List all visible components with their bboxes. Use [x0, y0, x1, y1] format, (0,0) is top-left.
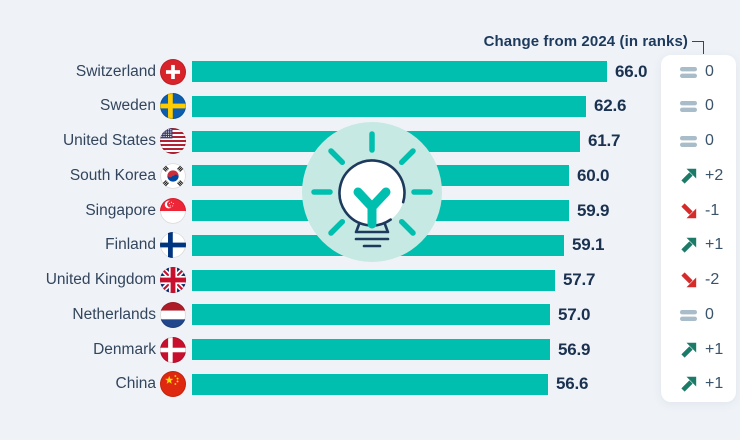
country-label: United States [62, 132, 156, 150]
country-label: South Korea [69, 166, 156, 184]
arrow-down-right-icon [679, 201, 699, 221]
rank-change: 0 [679, 297, 714, 332]
rank-change: -2 [679, 263, 719, 298]
arrow-up-right-icon [679, 340, 699, 360]
country-row: Denmark 56.9 +1 [0, 332, 740, 367]
rank-change: 0 [679, 124, 714, 159]
country-label: United Kingdom [45, 271, 156, 289]
rank-change: -1 [679, 193, 719, 228]
lightbulb-badge [300, 120, 444, 264]
arrow-up-right-icon [679, 235, 699, 255]
country-label: Sweden [99, 97, 156, 115]
score-value: 60.0 [577, 165, 610, 185]
rank-change-value: +1 [705, 236, 724, 254]
score-bar [192, 61, 607, 83]
score-bar [192, 269, 555, 291]
arrow-up-right-icon [679, 374, 699, 394]
country-row: Netherlands 57.0 0 [0, 297, 740, 332]
lightbulb-icon [302, 122, 442, 262]
score-value: 56.6 [556, 374, 589, 394]
country-row: China 56.6 +1 [0, 367, 740, 402]
rank-change-value: +1 [705, 375, 724, 393]
score-bar [192, 339, 550, 361]
country-row: Switzerland 66.0 0 [0, 54, 740, 89]
score-value: 66.0 [615, 61, 648, 81]
header-connector-line [692, 41, 704, 54]
rank-change: +2 [679, 158, 723, 193]
arrow-up-right-icon [679, 166, 699, 186]
rank-change-value: +2 [705, 166, 724, 184]
country-label: China [115, 375, 157, 393]
flag-icon-gb [160, 267, 186, 294]
country-row: Sweden 62.6 0 [0, 89, 740, 124]
score-value: 57.0 [558, 304, 591, 324]
country-label: Switzerland [75, 62, 156, 80]
rank-change-value: -1 [705, 201, 720, 219]
flag-icon-fi [160, 232, 186, 259]
rank-change-value: +1 [705, 340, 724, 358]
flag-icon-cn [160, 371, 186, 398]
rank-change: 0 [679, 89, 714, 124]
country-row: United Kingdom 57.7 -2 [0, 263, 740, 298]
score-value: 62.6 [594, 96, 627, 116]
score-bar [192, 373, 548, 395]
rank-change-value: 0 [705, 132, 714, 150]
equal-icon [679, 63, 699, 81]
score-bar [192, 95, 586, 117]
score-value: 57.7 [563, 270, 596, 290]
score-value: 59.9 [577, 200, 610, 220]
rank-change-value: -2 [705, 271, 720, 289]
country-label: Finland [105, 236, 156, 254]
rank-change: +1 [679, 367, 723, 402]
change-column-header: Change from 2024 (in ranks) [483, 33, 688, 50]
score-value: 59.1 [572, 235, 605, 255]
flag-icon-ch [160, 58, 186, 85]
equal-icon [679, 132, 699, 150]
country-label: Denmark [93, 340, 156, 358]
rank-change-panel [661, 55, 736, 402]
flag-icon-dk [160, 336, 186, 363]
score-value: 56.9 [558, 339, 591, 359]
rank-change: +1 [679, 332, 723, 367]
rank-change-value: 0 [705, 97, 714, 115]
rank-change-value: 0 [705, 305, 714, 323]
flag-icon-sg [160, 197, 186, 224]
arrow-down-right-icon [679, 270, 699, 290]
score-value: 61.7 [588, 131, 621, 151]
equal-icon [679, 97, 699, 115]
flag-icon-nl [160, 301, 186, 328]
score-bar [192, 304, 550, 326]
flag-icon-us [160, 128, 186, 155]
rank-change: +1 [679, 228, 723, 263]
rank-change: 0 [679, 54, 714, 89]
flag-icon-se [160, 93, 186, 120]
rank-change-value: 0 [705, 62, 714, 80]
country-label: Singapore [85, 201, 156, 219]
equal-icon [679, 306, 699, 324]
country-label: Netherlands [72, 305, 156, 323]
flag-icon-kr [160, 162, 186, 189]
